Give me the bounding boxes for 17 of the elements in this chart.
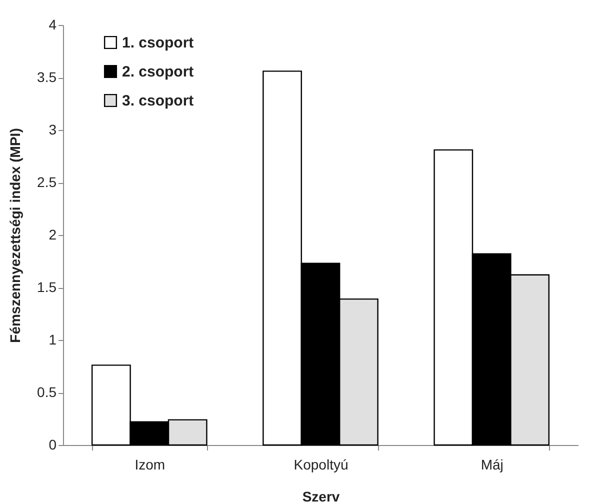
legend-label: 3. csoport [122,92,194,110]
legend-label: 1. csoport [122,34,194,52]
y-tick-label: 2.5 [37,174,57,190]
x-axis-title: Szerv [302,488,340,504]
y-tick-label: 1.5 [37,279,57,295]
y-tick-label: 0.5 [37,384,57,400]
y-tick-label: 1 [48,332,57,348]
y-tick-label: 2 [48,226,57,242]
y-tick-label: 3.5 [37,69,57,85]
y-tick-label: 4 [48,16,57,32]
x-tick-label: Kopoltyú [294,456,348,472]
y-tick-label: 3 [48,122,57,138]
legend-label: 2. csoport [122,64,194,80]
y-tick-label: 0 [48,436,57,452]
y-axis-title: Fémszennyezettségi index (MPI) [7,128,24,343]
x-tick-label: Izom [134,456,166,472]
x-tick-label: Máj [480,456,504,472]
